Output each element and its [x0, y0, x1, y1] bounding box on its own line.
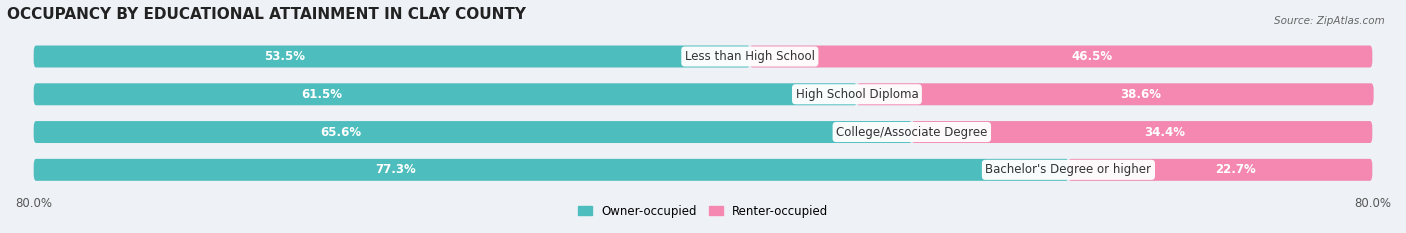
FancyBboxPatch shape [1069, 159, 1372, 181]
Text: 61.5%: 61.5% [301, 88, 342, 101]
Text: College/Associate Degree: College/Associate Degree [837, 126, 987, 139]
Text: 38.6%: 38.6% [1121, 88, 1161, 101]
Text: Bachelor's Degree or higher: Bachelor's Degree or higher [986, 163, 1152, 176]
Text: High School Diploma: High School Diploma [796, 88, 918, 101]
FancyBboxPatch shape [912, 121, 1372, 143]
Text: 65.6%: 65.6% [321, 126, 361, 139]
FancyBboxPatch shape [749, 45, 1372, 67]
FancyBboxPatch shape [34, 83, 1372, 105]
FancyBboxPatch shape [34, 121, 912, 143]
Text: OCCUPANCY BY EDUCATIONAL ATTAINMENT IN CLAY COUNTY: OCCUPANCY BY EDUCATIONAL ATTAINMENT IN C… [7, 7, 526, 22]
FancyBboxPatch shape [856, 83, 1374, 105]
FancyBboxPatch shape [34, 45, 749, 67]
Text: 77.3%: 77.3% [375, 163, 416, 176]
FancyBboxPatch shape [34, 159, 1069, 181]
FancyBboxPatch shape [34, 83, 856, 105]
Text: 22.7%: 22.7% [1215, 163, 1256, 176]
Legend: Owner-occupied, Renter-occupied: Owner-occupied, Renter-occupied [572, 200, 834, 222]
FancyBboxPatch shape [34, 159, 1372, 181]
Text: 34.4%: 34.4% [1144, 126, 1185, 139]
Text: Less than High School: Less than High School [685, 50, 815, 63]
Text: 53.5%: 53.5% [264, 50, 305, 63]
FancyBboxPatch shape [34, 121, 1372, 143]
Text: 46.5%: 46.5% [1071, 50, 1112, 63]
Text: Source: ZipAtlas.com: Source: ZipAtlas.com [1274, 16, 1385, 26]
FancyBboxPatch shape [34, 45, 1372, 67]
